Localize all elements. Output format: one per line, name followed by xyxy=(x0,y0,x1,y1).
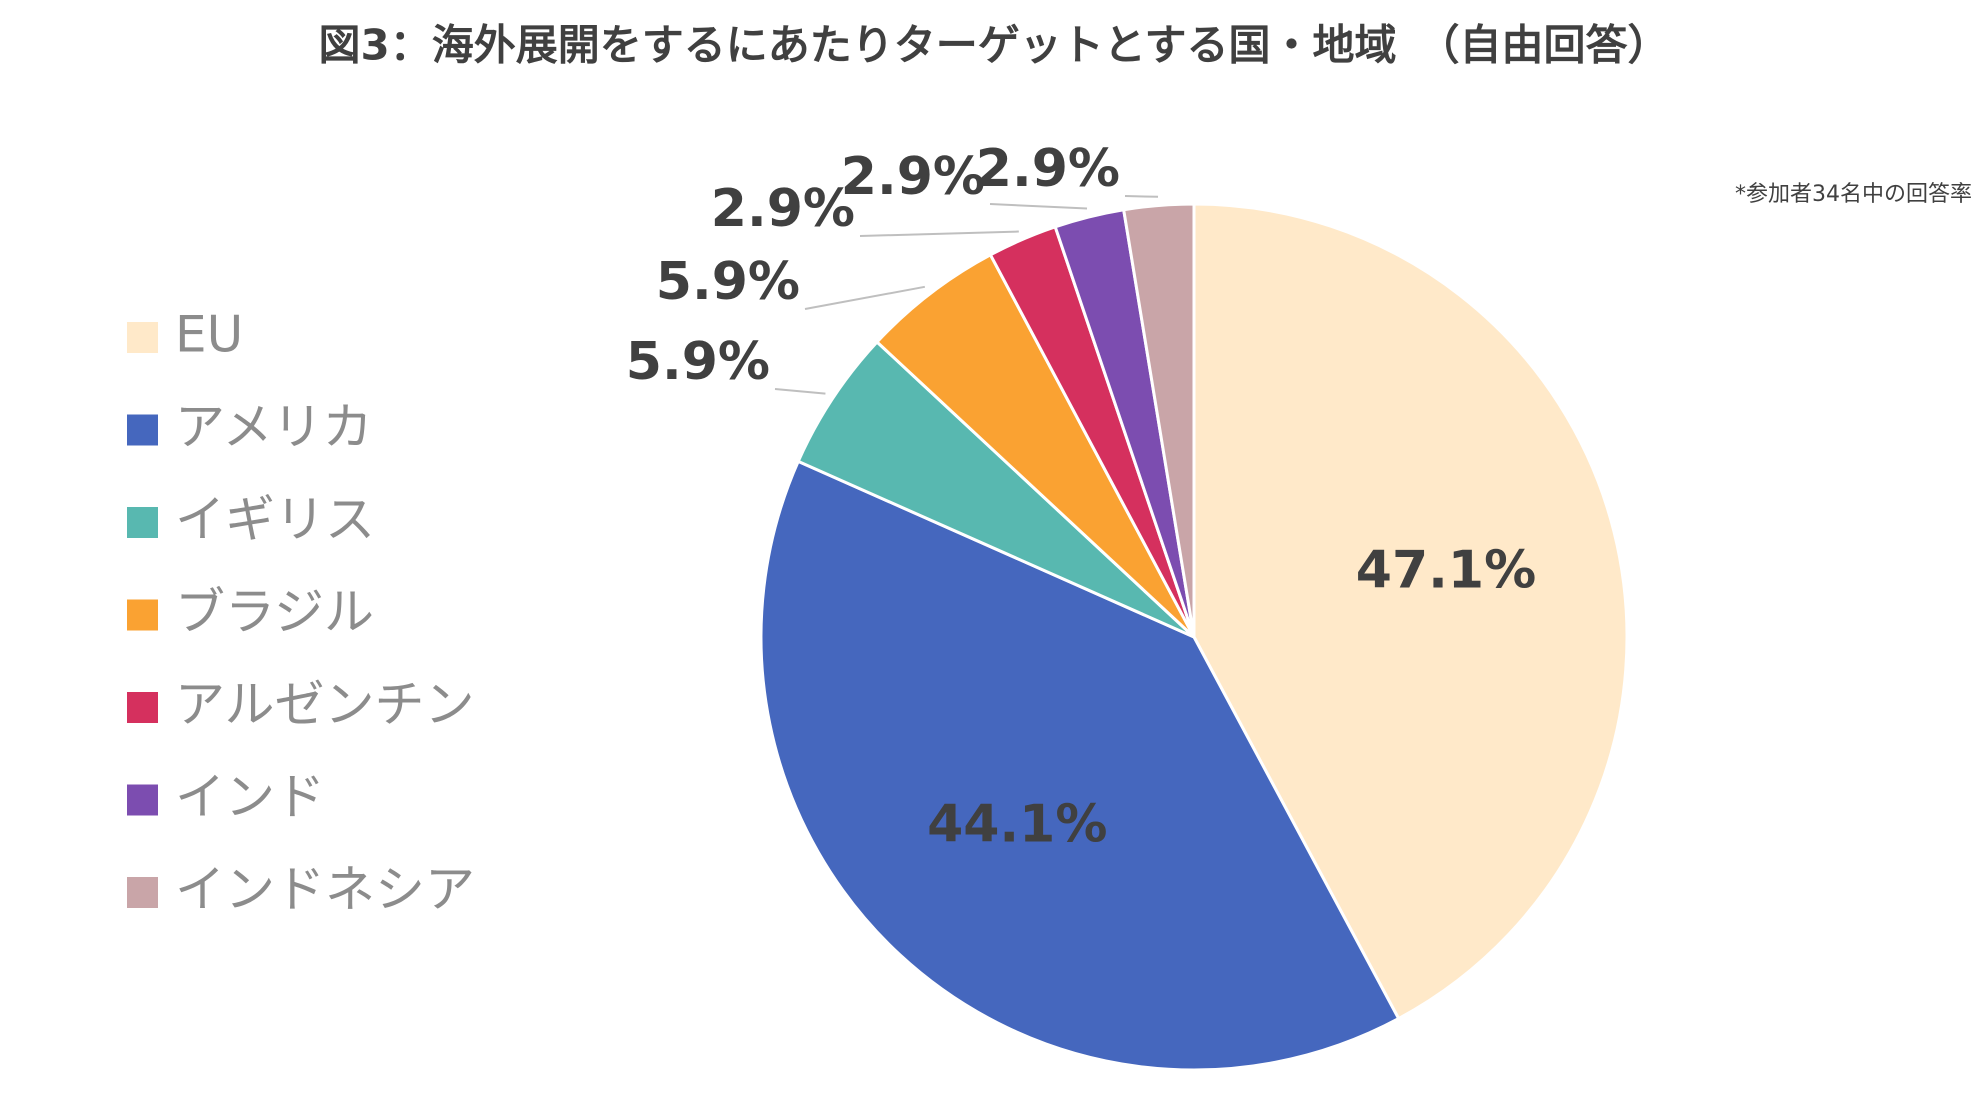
legend-swatch xyxy=(127,877,158,908)
legend-label: インドネシア xyxy=(175,861,475,919)
leader-line xyxy=(989,203,1088,210)
data-label: 5.9% xyxy=(656,252,800,312)
legend-swatch xyxy=(127,692,158,723)
data-label: 47.1% xyxy=(1356,541,1536,601)
legend-swatch xyxy=(127,599,158,631)
leader-line xyxy=(774,388,826,395)
data-label: 2.9% xyxy=(841,147,985,207)
legend-swatch xyxy=(127,322,158,353)
legend-label: イギリス xyxy=(175,491,375,549)
chart-title: 図3：海外展開をするにあたりターゲットとする国・地域 （自由回答） xyxy=(319,21,1670,70)
leader-line xyxy=(804,285,926,310)
legend-label: ブラジル xyxy=(175,583,374,641)
leader-line xyxy=(859,230,1019,237)
data-label: 5.9% xyxy=(626,332,770,392)
data-label: 2.9% xyxy=(976,139,1120,199)
pie-slice xyxy=(1192,202,1629,1021)
pie-slice xyxy=(759,459,1401,1072)
legend-swatch xyxy=(127,414,158,446)
legend-swatch xyxy=(127,507,158,538)
data-label: 44.1% xyxy=(927,794,1107,854)
data-label: 2.9% xyxy=(711,179,855,239)
legend-label: EU xyxy=(175,306,243,364)
legend-swatch xyxy=(127,784,158,816)
pie-slice xyxy=(874,252,1196,639)
annotation: *参加者34名中の回答率 xyxy=(1735,182,1972,207)
legend-label: アルゼンチン xyxy=(175,676,475,734)
pie-slice xyxy=(1121,202,1196,638)
leader-line xyxy=(1124,195,1159,198)
pie-slice xyxy=(796,339,1196,639)
legend-label: インド xyxy=(175,768,325,826)
legend-label: アメリカ xyxy=(175,398,373,456)
